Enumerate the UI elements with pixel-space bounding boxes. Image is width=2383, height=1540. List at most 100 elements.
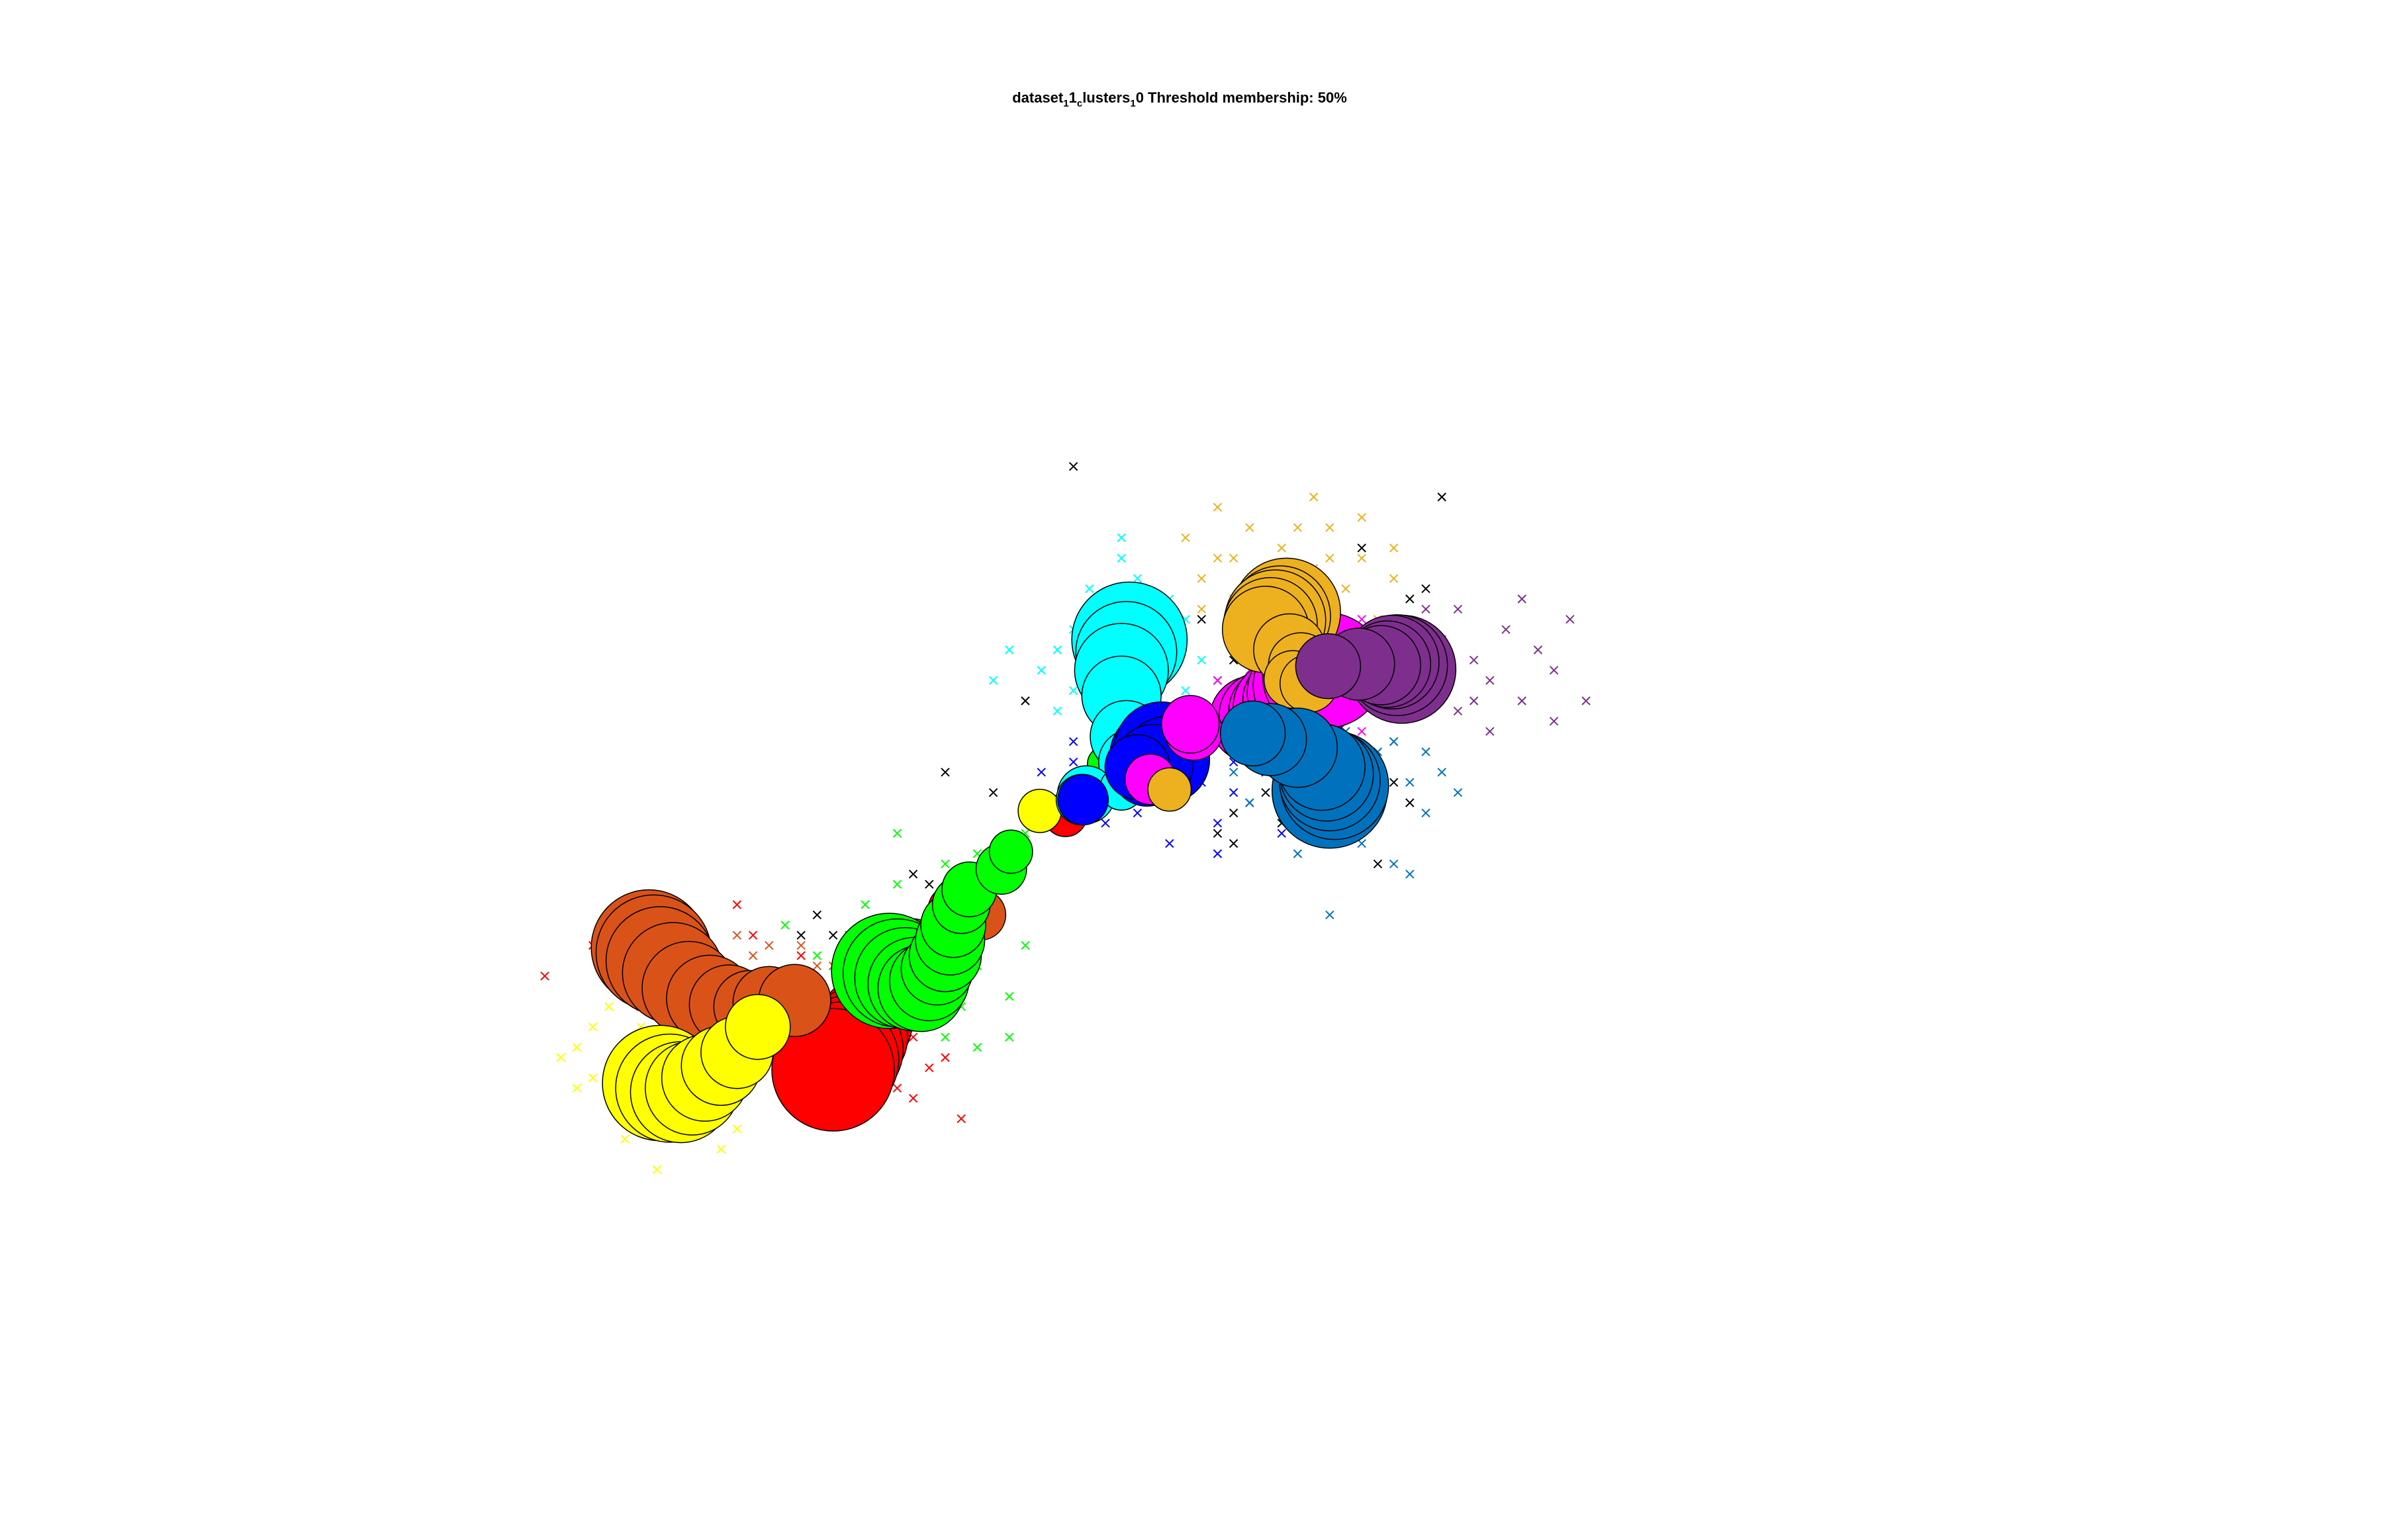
cluster-4-centroid bbox=[988, 829, 1033, 874]
cluster-9-point bbox=[1485, 676, 1495, 685]
title-part: 0 Threshold membership: 50% bbox=[1136, 89, 1347, 106]
cluster-3-point bbox=[588, 1022, 598, 1032]
noise-point bbox=[1421, 584, 1430, 594]
cluster-9-point bbox=[1565, 615, 1575, 624]
cluster-1-point bbox=[908, 1093, 918, 1103]
cluster-3-point bbox=[556, 1053, 565, 1062]
centroids-layer bbox=[590, 557, 1457, 1144]
cluster-9-point bbox=[1501, 625, 1511, 634]
title-part: 1 bbox=[1063, 98, 1068, 109]
cluster-8-point bbox=[1309, 492, 1319, 502]
cluster-3-point bbox=[732, 1124, 742, 1134]
cluster-1-point bbox=[957, 1114, 966, 1124]
cluster-8-point bbox=[1197, 604, 1206, 614]
cluster-10-centroid bbox=[1219, 700, 1286, 767]
cluster-1-centroid bbox=[771, 1008, 895, 1132]
cluster-10-point bbox=[1453, 788, 1463, 797]
cluster-8-point bbox=[1357, 513, 1366, 522]
cluster-5-point bbox=[1068, 686, 1078, 696]
cluster-2-point bbox=[765, 940, 774, 950]
noise-point bbox=[941, 768, 950, 777]
cluster-4-point bbox=[1005, 991, 1014, 1001]
cluster-6-point bbox=[1037, 768, 1046, 777]
cluster-5-point bbox=[1052, 645, 1062, 655]
noise-point bbox=[988, 788, 998, 797]
cluster-10-point bbox=[1405, 778, 1415, 787]
cluster-9-point bbox=[1549, 666, 1559, 675]
title-part: c bbox=[1077, 98, 1082, 109]
cluster-4-point bbox=[1005, 1032, 1014, 1042]
cluster-6-point bbox=[1165, 838, 1174, 848]
cluster-4-point bbox=[892, 829, 902, 838]
cluster-3-point bbox=[604, 1002, 614, 1011]
cluster-5-point bbox=[1117, 553, 1126, 563]
noise-point bbox=[1197, 615, 1206, 624]
noise-point bbox=[812, 910, 822, 920]
cluster-6-centroid bbox=[1057, 774, 1109, 826]
cluster-8-point bbox=[1389, 543, 1399, 553]
noise-point bbox=[1405, 798, 1415, 807]
cluster-9-point bbox=[1453, 604, 1463, 614]
cluster-4-point bbox=[1021, 940, 1030, 950]
cluster-10-point bbox=[1389, 737, 1399, 747]
noise-point bbox=[1021, 696, 1030, 705]
cluster-4-point bbox=[972, 1042, 982, 1052]
cluster-8-point bbox=[1325, 553, 1334, 563]
cluster-8-point bbox=[1245, 523, 1254, 532]
cluster-8-point bbox=[1293, 523, 1303, 532]
cluster-9-point bbox=[1469, 655, 1479, 665]
cluster-10-point bbox=[1389, 859, 1399, 869]
cluster-3-point bbox=[716, 1144, 725, 1154]
cluster-7-centroid bbox=[1160, 695, 1220, 754]
cluster-3-centroid bbox=[1017, 788, 1062, 833]
cluster-8-point bbox=[1341, 584, 1350, 594]
cluster-6-point bbox=[1101, 819, 1110, 828]
cluster-8-point bbox=[1213, 553, 1223, 563]
cluster-10-point bbox=[1405, 870, 1415, 879]
cluster-8-point bbox=[1325, 523, 1334, 532]
cluster-10-point bbox=[1437, 768, 1446, 777]
cluster-8-point bbox=[1357, 553, 1366, 563]
noise-point bbox=[1068, 462, 1078, 471]
cluster-5-point bbox=[1052, 706, 1062, 716]
cluster-1-point bbox=[540, 972, 549, 981]
cluster-4-point bbox=[892, 880, 902, 889]
cluster-6-point bbox=[1277, 829, 1286, 838]
cluster-8-point bbox=[1229, 553, 1238, 563]
noise-point bbox=[1213, 829, 1223, 838]
cluster-1-point bbox=[732, 900, 742, 909]
cluster-5-point bbox=[1117, 533, 1126, 543]
cluster-10-point bbox=[1293, 849, 1303, 858]
title-part: 1 bbox=[1130, 98, 1135, 109]
noise-point bbox=[1357, 543, 1366, 553]
cluster-4-point bbox=[861, 900, 870, 909]
title-part: lusters bbox=[1082, 89, 1130, 106]
cluster-9-centroid bbox=[1295, 633, 1362, 700]
cluster-2-point bbox=[812, 961, 822, 971]
cluster-2-point bbox=[732, 930, 742, 940]
cluster-9-point bbox=[1469, 696, 1479, 705]
cluster-6-point bbox=[1229, 788, 1238, 797]
cluster-8-point bbox=[1277, 543, 1286, 553]
title-part: dataset bbox=[1012, 89, 1064, 106]
cluster-4-point bbox=[780, 921, 790, 930]
cluster-9-point bbox=[1533, 645, 1543, 655]
noise-point bbox=[1229, 838, 1238, 848]
cluster-10-point bbox=[1245, 798, 1254, 807]
noise-point bbox=[1261, 788, 1270, 797]
cluster-1-point bbox=[796, 951, 806, 960]
chart-title: dataset11clusters10 Threshold membership… bbox=[1012, 89, 1347, 109]
cluster-3-point bbox=[572, 1083, 582, 1093]
cluster-3-point bbox=[572, 1042, 582, 1052]
cluster-6-point bbox=[1068, 737, 1078, 747]
title-part: 1 bbox=[1069, 89, 1077, 106]
cluster-7-point bbox=[1357, 727, 1366, 736]
cluster-1-point bbox=[748, 930, 758, 940]
cluster-6-point bbox=[1213, 849, 1223, 858]
cluster-8-centroid bbox=[1147, 767, 1192, 812]
cluster-5-point bbox=[1085, 584, 1094, 594]
cluster-4-point bbox=[812, 951, 822, 960]
cluster-5-point bbox=[988, 676, 998, 685]
cluster-6-point bbox=[1133, 808, 1143, 818]
cluster-10-point bbox=[1421, 747, 1430, 756]
